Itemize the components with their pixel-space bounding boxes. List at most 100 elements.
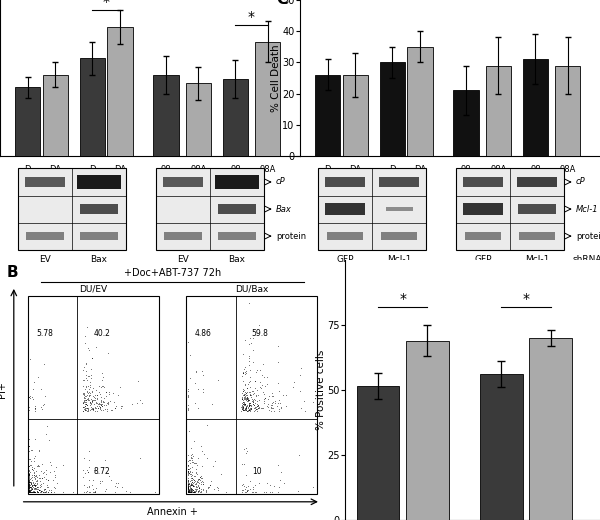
Point	[183, 487, 193, 495]
Text: D: D	[325, 165, 331, 174]
Point	[24, 478, 34, 487]
Point	[246, 393, 256, 401]
Point	[244, 400, 254, 409]
Point	[32, 473, 42, 481]
Point	[25, 488, 34, 496]
Point	[187, 471, 196, 479]
Point	[78, 399, 88, 407]
Point	[246, 402, 256, 410]
Point	[24, 486, 34, 494]
Point	[26, 483, 35, 491]
Point	[24, 462, 34, 470]
Bar	[523, 59, 548, 156]
Point	[242, 483, 251, 491]
Point	[31, 407, 40, 415]
Point	[266, 404, 276, 412]
Point	[247, 395, 257, 404]
Point	[242, 395, 251, 403]
Point	[32, 488, 42, 496]
Point	[185, 485, 195, 493]
Point	[34, 486, 44, 495]
Point	[204, 483, 214, 491]
Point	[190, 488, 199, 496]
Point	[32, 478, 41, 487]
Point	[27, 475, 37, 484]
Point	[187, 478, 196, 487]
Point	[37, 405, 47, 413]
Text: cP: cP	[276, 177, 286, 187]
Point	[265, 480, 275, 489]
Point	[247, 404, 256, 412]
Point	[31, 482, 40, 490]
Point	[87, 397, 97, 405]
Text: *: *	[399, 292, 406, 305]
Point	[190, 480, 199, 488]
Point	[86, 365, 96, 373]
Point	[247, 392, 256, 400]
Point	[238, 402, 247, 411]
Point	[277, 467, 286, 476]
Point	[185, 456, 194, 464]
Point	[26, 483, 36, 491]
Point	[241, 406, 250, 414]
Bar	[80, 58, 105, 156]
Point	[190, 488, 199, 496]
Point	[239, 369, 248, 378]
Point	[238, 400, 247, 409]
Point	[86, 399, 96, 407]
Point	[38, 400, 47, 409]
Text: DA: DA	[114, 165, 126, 174]
Point	[84, 475, 94, 484]
Bar	[380, 62, 405, 156]
Point	[247, 488, 257, 496]
Point	[28, 482, 37, 490]
Point	[89, 392, 98, 400]
Point	[185, 374, 195, 382]
Point	[40, 468, 49, 476]
Point	[238, 404, 247, 412]
Point	[198, 478, 208, 486]
Point	[183, 487, 193, 495]
Point	[185, 467, 195, 476]
Point	[40, 472, 49, 480]
Point	[241, 403, 251, 411]
Point	[29, 486, 38, 495]
Point	[30, 472, 40, 480]
Point	[185, 351, 195, 359]
Point	[191, 469, 200, 477]
Point	[78, 382, 88, 391]
Point	[249, 404, 259, 412]
Point	[252, 407, 262, 415]
Point	[188, 477, 197, 486]
Point	[184, 488, 193, 496]
Point	[197, 462, 207, 471]
Point	[268, 399, 277, 407]
Point	[26, 478, 35, 487]
Point	[267, 400, 277, 409]
Point	[244, 405, 254, 413]
Bar	[163, 177, 203, 187]
Point	[96, 400, 106, 409]
Point	[274, 488, 283, 496]
Point	[238, 404, 248, 412]
Point	[24, 466, 34, 475]
Point	[29, 488, 39, 496]
Point	[34, 483, 43, 491]
Point	[187, 484, 196, 492]
Point	[253, 391, 262, 399]
Point	[117, 401, 127, 410]
Point	[29, 480, 38, 488]
Point	[41, 487, 51, 495]
Point	[198, 480, 208, 488]
Point	[92, 394, 102, 402]
Point	[80, 401, 89, 410]
Point	[245, 407, 254, 415]
Point	[24, 479, 34, 488]
Point	[248, 397, 257, 405]
Point	[188, 475, 198, 484]
Point	[251, 488, 261, 496]
Point	[188, 486, 197, 494]
Point	[24, 486, 34, 494]
Point	[191, 487, 201, 496]
Point	[184, 486, 193, 495]
